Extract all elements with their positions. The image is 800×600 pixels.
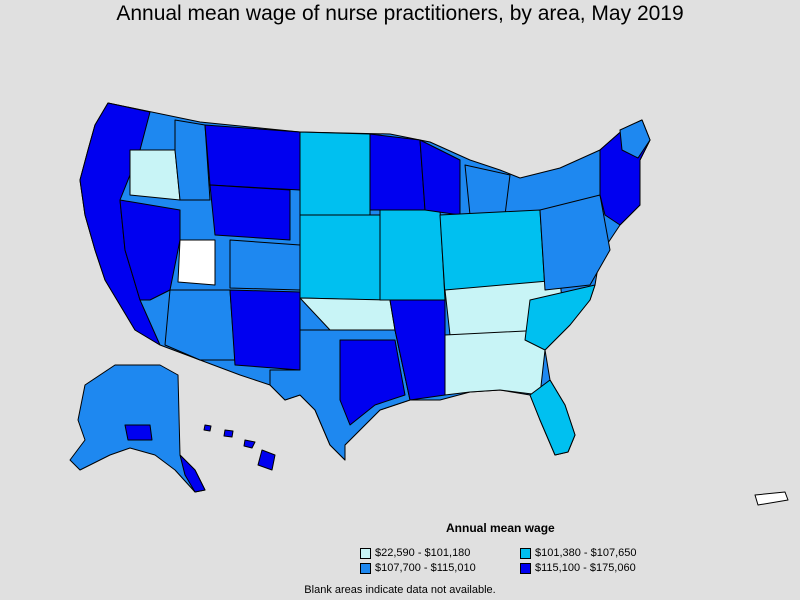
map-title: Annual mean wage of nurse practitioners,…	[116, 2, 684, 25]
region-oregon-east	[129, 149, 181, 201]
hawaii-maui	[243, 439, 256, 449]
region-idaho	[174, 119, 211, 201]
no-data-note: Blank areas indicate data not available.	[304, 584, 496, 596]
legend-item-range-4: $115,100 - $175,060	[520, 562, 636, 574]
region-new-mexico	[229, 289, 301, 371]
region-florida	[529, 379, 576, 456]
region-nebraska-kansas	[299, 214, 381, 301]
legend-item-range-3: $107,700 - $115,010	[360, 562, 476, 574]
legend-swatch-4	[520, 562, 531, 574]
region-wyoming	[209, 184, 291, 241]
region-pacific-coast	[79, 102, 161, 346]
legend-label-2: $101,380 - $107,650	[535, 547, 637, 559]
region-arkansas-louisiana	[389, 299, 446, 401]
region-wisconsin	[419, 139, 461, 216]
region-maine	[619, 119, 651, 159]
region-texas-east	[339, 339, 406, 426]
hawaii-big-island	[257, 449, 276, 471]
hawaii-kauai	[203, 424, 212, 432]
region-arizona	[164, 289, 236, 361]
region-nevada	[119, 199, 181, 301]
legend-swatch-3	[360, 562, 371, 574]
legend-label-3: $107,700 - $115,010	[375, 562, 476, 574]
region-georgia-carolinas	[524, 284, 596, 351]
region-colorado	[229, 239, 301, 291]
region-montana	[204, 124, 301, 191]
legend-swatch-1	[360, 547, 371, 559]
legend-label-1: $22,590 - $101,180	[375, 547, 471, 559]
region-dakotas	[299, 131, 371, 216]
legend-title: Annual mean wage	[446, 521, 555, 535]
hawaii-oahu	[223, 429, 234, 438]
legend-label-4: $115,100 - $175,060	[535, 562, 636, 574]
region-utah-nodata	[177, 239, 216, 286]
alaska-region-south	[124, 424, 153, 441]
region-mid-atlantic	[539, 194, 611, 291]
alaska-region-panhandle	[179, 454, 206, 493]
legend-item-range-2: $101,380 - $107,650	[520, 547, 637, 559]
legend-item-range-1: $22,590 - $101,180	[360, 547, 470, 559]
region-minnesota	[369, 133, 426, 211]
puerto-rico	[754, 491, 789, 506]
legend-swatch-2	[520, 547, 531, 559]
region-iowa-missouri	[379, 209, 446, 301]
